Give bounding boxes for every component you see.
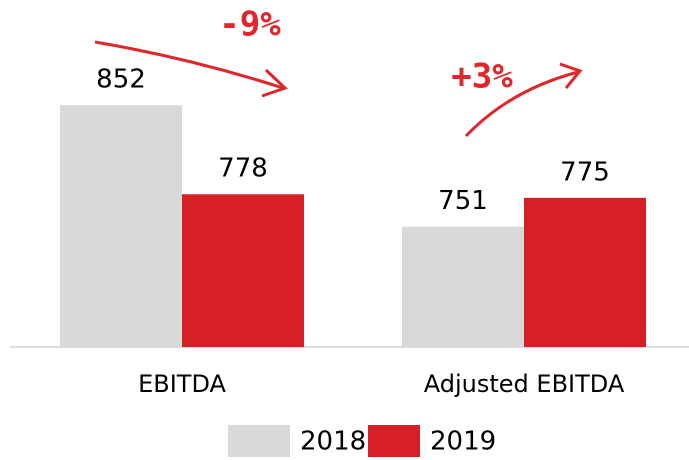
x-tick-label: EBITDA (138, 370, 226, 398)
bar (182, 194, 304, 347)
bar (402, 226, 524, 347)
value-label: 775 (560, 157, 610, 187)
legend-swatch (368, 425, 420, 457)
legend-swatch (228, 425, 290, 457)
arrow (464, 70, 579, 138)
annotation: +3% (451, 57, 513, 97)
legend-label: 2018 (300, 427, 366, 457)
value-label: 778 (218, 154, 268, 184)
x-tick-label: Adjusted EBITDA (424, 370, 625, 398)
annotation: -9% (219, 5, 281, 45)
value-label: 852 (96, 65, 146, 95)
arrow-head (559, 62, 583, 89)
legend-label: 2019 (430, 427, 496, 457)
arrow-head (261, 68, 288, 98)
bar (524, 197, 646, 347)
value-label: 751 (438, 186, 488, 216)
arrow (94, 40, 284, 90)
bar (60, 105, 182, 347)
